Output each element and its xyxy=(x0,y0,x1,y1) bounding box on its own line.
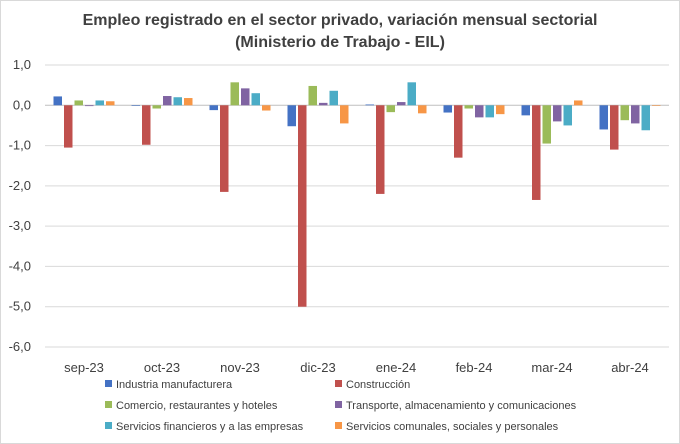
bar xyxy=(241,88,250,106)
bar xyxy=(230,82,239,106)
x-tick-label: mar-24 xyxy=(531,360,572,375)
bar xyxy=(496,105,505,115)
bar xyxy=(142,105,151,145)
bar xyxy=(542,105,551,144)
bar xyxy=(365,104,374,106)
bar xyxy=(184,98,193,106)
bar xyxy=(475,105,484,118)
legend: Industria manufacturera Construcción Comer… xyxy=(105,379,577,433)
bar xyxy=(641,105,650,131)
bar xyxy=(599,105,608,130)
legend-swatch xyxy=(105,422,112,429)
bar xyxy=(407,82,416,106)
bar xyxy=(620,105,629,121)
bar xyxy=(85,105,94,107)
x-tick-label: ene-24 xyxy=(376,360,416,375)
bar xyxy=(209,105,218,111)
x-tick-label: oct-23 xyxy=(144,360,180,375)
bar xyxy=(376,105,385,194)
y-tick-label: -5,0 xyxy=(9,299,31,314)
bar xyxy=(152,105,161,109)
y-axis-ticks: -6,0 -5,0 -4,0 -3,0 -2,0 -1,0 0,0 1,0 xyxy=(9,57,31,354)
legend-label: Industria manufacturera xyxy=(116,379,233,391)
legend-swatch xyxy=(335,401,342,408)
bar xyxy=(220,105,229,192)
bar xyxy=(287,105,296,127)
bar xyxy=(163,96,172,106)
bar xyxy=(563,105,572,126)
bar xyxy=(610,105,619,150)
legend-swatch xyxy=(335,422,342,429)
bar xyxy=(631,105,640,124)
bar xyxy=(173,97,182,106)
legend-label: Transporte, almacenamiento y comunicacio… xyxy=(346,400,577,412)
bar xyxy=(262,105,271,111)
bar xyxy=(386,105,395,113)
bar xyxy=(53,96,62,106)
chart-title: Empleo registrado en el sector privado, … xyxy=(83,12,598,29)
bar xyxy=(553,105,562,122)
bar xyxy=(329,90,338,106)
legend-label: Construcción xyxy=(346,379,410,391)
gridlines xyxy=(45,64,669,348)
bar xyxy=(319,102,328,106)
bar xyxy=(95,100,104,106)
bar xyxy=(443,105,452,113)
legend-label: Servicios comunales, sociales y personal… xyxy=(346,421,559,433)
chart-subtitle: (Ministerio de Trabajo - EIL) xyxy=(235,34,445,51)
bar xyxy=(485,105,494,118)
bar xyxy=(652,105,661,106)
y-tick-label: -1,0 xyxy=(9,138,31,153)
y-tick-label: -4,0 xyxy=(9,258,31,273)
legend-swatch xyxy=(105,401,112,408)
y-tick-label: -2,0 xyxy=(9,178,31,193)
bar xyxy=(418,105,427,114)
x-tick-label: sep-23 xyxy=(64,360,104,375)
bar xyxy=(308,85,317,106)
y-tick-label: -3,0 xyxy=(9,218,31,233)
bar xyxy=(397,102,406,106)
bar xyxy=(106,101,115,106)
bar xyxy=(131,105,140,106)
legend-swatch xyxy=(335,380,342,387)
x-tick-label: abr-24 xyxy=(611,360,649,375)
bar xyxy=(574,100,583,106)
bar xyxy=(251,93,260,106)
x-axis-ticks: sep-23 oct-23 nov-23 dic-23 ene-24 feb-24 mar-… xyxy=(64,360,649,375)
bar xyxy=(298,105,307,307)
bar xyxy=(521,105,530,116)
bar xyxy=(464,105,473,109)
bar xyxy=(64,105,73,148)
x-tick-label: dic-23 xyxy=(300,360,335,375)
bars xyxy=(53,82,661,307)
bar xyxy=(340,105,349,124)
legend-swatch xyxy=(105,380,112,387)
legend-label: Servicios financieros y a las empresas xyxy=(116,421,304,433)
y-tick-label: 0,0 xyxy=(13,97,31,112)
bar xyxy=(74,100,83,106)
legend-label: Comercio, restaurantes y hoteles xyxy=(116,400,278,412)
bar xyxy=(532,105,541,200)
bar xyxy=(454,105,463,158)
x-tick-label: feb-24 xyxy=(456,360,493,375)
y-tick-label: 1,0 xyxy=(13,57,31,72)
x-tick-label: nov-23 xyxy=(220,360,260,375)
y-tick-label: -6,0 xyxy=(9,339,31,354)
